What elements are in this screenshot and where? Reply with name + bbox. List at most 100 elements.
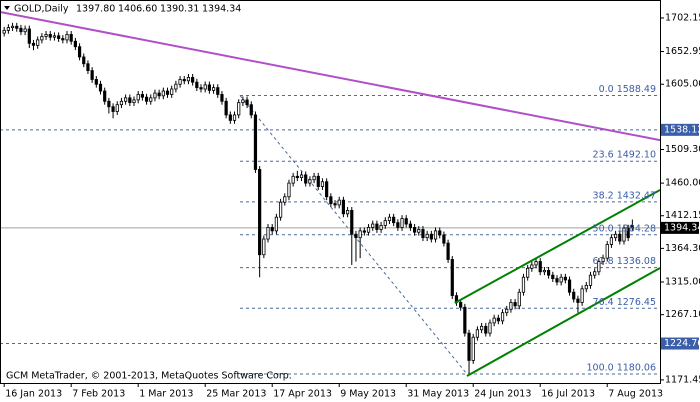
- candle-body: [320, 181, 325, 187]
- candle-body: [308, 179, 312, 184]
- candle-body: [567, 279, 572, 293]
- candle-body: [563, 276, 567, 281]
- candle-body: [232, 114, 237, 121]
- candle-body: [500, 312, 505, 322]
- candle-body: [496, 317, 500, 322]
- candle-body: [216, 87, 220, 95]
- candle-body: [132, 99, 136, 104]
- y-tick-label: 1652.95: [665, 46, 700, 57]
- candle-body: [195, 81, 199, 89]
- candle-body: [119, 100, 124, 106]
- candle-body: [52, 35, 57, 38]
- fib-label: 38.2 1432.47: [593, 190, 656, 201]
- candle-body: [467, 332, 471, 361]
- candle-body: [170, 88, 174, 95]
- candle-body: [270, 227, 274, 232]
- candle-body: [144, 96, 149, 102]
- candle-body: [396, 222, 400, 228]
- y-tick-label: 1315.00: [665, 276, 700, 287]
- candle-body: [505, 308, 509, 314]
- candle-body: [593, 271, 597, 276]
- candle-body: [157, 92, 161, 97]
- candle-body: [605, 244, 609, 259]
- candle-body: [278, 201, 283, 218]
- candle-body: [237, 102, 241, 116]
- candle-body: [220, 94, 224, 102]
- candle-body: [534, 261, 538, 266]
- fib-label: 50.0 1384.28: [593, 223, 656, 234]
- candle-body: [417, 229, 421, 233]
- candle-body: [484, 325, 488, 334]
- candle-body: [442, 234, 446, 244]
- x-tick-label: 16 Jan 2013: [5, 389, 62, 400]
- candle-body: [337, 199, 341, 206]
- candle-body: [517, 291, 521, 307]
- candle-body: [161, 90, 165, 97]
- candle-body: [6, 27, 10, 31]
- candle-body: [65, 34, 69, 41]
- candle-body: [241, 99, 245, 104]
- candle-body: [350, 209, 354, 235]
- x-tick-label: 16 Jul 2013: [541, 389, 595, 400]
- candle-body: [140, 94, 144, 98]
- candle-body: [283, 196, 287, 203]
- candle-body: [48, 34, 52, 38]
- candle-body: [23, 28, 27, 33]
- fib-label: 23.6 1492.10: [593, 150, 656, 161]
- candle-body: [626, 227, 630, 239]
- candle-body: [366, 227, 371, 233]
- candle-body: [387, 216, 392, 222]
- candle-body: [375, 223, 379, 230]
- candle-body: [488, 322, 492, 334]
- candle-body: [136, 94, 140, 101]
- price-box: [661, 123, 699, 136]
- y-tick-label: 1509.30: [665, 144, 700, 155]
- header-value: 1390.31: [160, 4, 199, 15]
- candle-body: [580, 288, 584, 303]
- candle-body: [98, 83, 103, 92]
- candle-body: [77, 46, 82, 58]
- candle-body: [383, 220, 387, 226]
- candle-body: [438, 230, 442, 236]
- y-tick-label: 1171.45: [665, 374, 700, 385]
- candle-body: [459, 302, 463, 308]
- price-label: 1394.34: [664, 222, 700, 233]
- candle-body: [542, 270, 547, 273]
- candle-body: [274, 216, 278, 232]
- candle-body: [555, 278, 559, 283]
- candle-body: [191, 77, 195, 83]
- candle-body: [429, 233, 433, 240]
- plot-frame: [0, 0, 661, 384]
- candle-body: [425, 233, 429, 239]
- candle-body: [165, 90, 170, 95]
- candle-body: [27, 28, 31, 44]
- candle-body: [31, 42, 36, 46]
- candle-body: [622, 227, 626, 242]
- candle-body: [513, 302, 517, 307]
- candle-body: [73, 40, 77, 48]
- candle-body: [103, 90, 107, 102]
- x-tick-label: 25 Mar 2013: [206, 389, 266, 400]
- y-tick-label: 1605.00: [665, 79, 700, 90]
- menu-arrow: [4, 6, 10, 10]
- chart-title: GOLD,Daily: [14, 4, 69, 15]
- candle-body: [362, 230, 366, 233]
- y-tick-label: 1460.00: [665, 178, 700, 189]
- candle-body: [90, 70, 94, 80]
- candle-body: [203, 84, 207, 90]
- candle-body: [463, 306, 467, 334]
- candle-body: [186, 77, 191, 82]
- candle-body: [614, 233, 618, 239]
- candle-body: [10, 25, 15, 29]
- candle-body: [576, 298, 580, 303]
- candle-body: [341, 199, 346, 215]
- candle-body: [266, 227, 270, 240]
- candle-body: [299, 174, 304, 179]
- y-tick-label: 1412.15: [665, 210, 700, 221]
- candle-body: [182, 79, 186, 82]
- candle-body: [572, 291, 576, 300]
- candle-body: [258, 169, 262, 256]
- candle-body: [69, 34, 73, 42]
- candle-body: [57, 35, 61, 39]
